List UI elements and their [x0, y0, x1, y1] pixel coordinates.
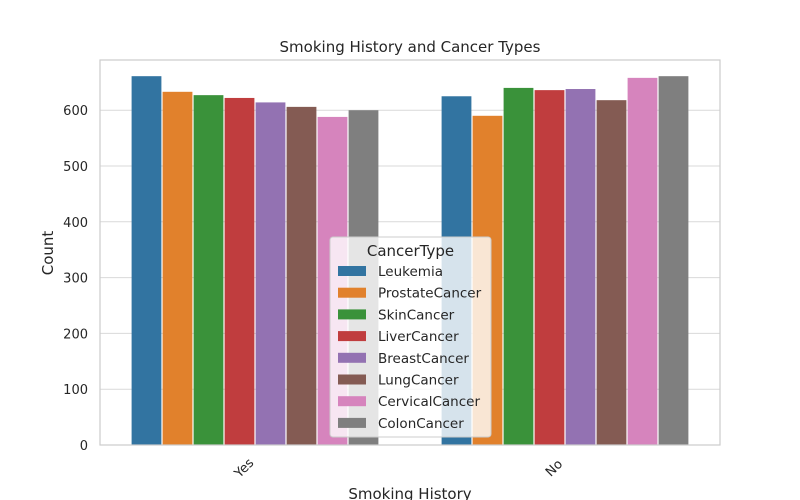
plot-frame [99, 59, 721, 446]
legend: CancerType Leukemia ProstateCancer SkinCan… [329, 236, 492, 438]
y-tick-label: 0 [80, 439, 88, 454]
legend-label: LiverCancer [378, 329, 459, 345]
legend-swatch [338, 374, 366, 385]
legend-swatch [338, 287, 366, 298]
bar [627, 77, 658, 445]
y-tick-label: 200 [63, 327, 88, 342]
legend-label: Leukemia [378, 264, 443, 280]
y-tick-label: 400 [63, 216, 88, 231]
bar [658, 76, 689, 446]
x-axis-label: Smoking History [348, 485, 471, 500]
bar [162, 91, 193, 445]
legend-label: SkinCancer [378, 307, 455, 323]
bar [193, 95, 224, 446]
legend-label: LungCancer [378, 373, 459, 389]
legend-swatch [338, 417, 366, 428]
bar [565, 89, 596, 445]
legend-swatch [338, 309, 366, 320]
bar [224, 97, 255, 446]
y-axis-label: Count [39, 231, 57, 276]
legend-box [329, 236, 492, 438]
y-tick-label: 100 [63, 383, 88, 398]
y-tick-label: 300 [63, 272, 88, 287]
legend-swatch [338, 266, 366, 276]
y-tick-label: 500 [63, 160, 88, 175]
legend-title: CancerType [367, 242, 454, 260]
legend-label: CervicalCancer [378, 394, 480, 410]
legend-label: ProstateCancer [378, 286, 482, 302]
legend-swatch [338, 331, 366, 342]
bar [286, 106, 317, 445]
bar [503, 87, 534, 445]
y-tick-label: 600 [63, 104, 88, 119]
legend-label: BreastCancer [378, 351, 469, 367]
bar [255, 102, 286, 446]
bar [534, 90, 565, 445]
bar [131, 76, 162, 446]
chart-title: Smoking History and Cancer Types [280, 38, 541, 56]
legend-label: ColonCancer [378, 416, 464, 432]
bar [596, 100, 627, 445]
legend-swatch [338, 396, 366, 407]
legend-swatch [338, 352, 366, 363]
legend-items: Leukemia ProstateCancer SkinCancer LiverCan… [338, 264, 482, 432]
y-tick-labels: 0 100 200 300 400 500 600 [63, 104, 88, 454]
